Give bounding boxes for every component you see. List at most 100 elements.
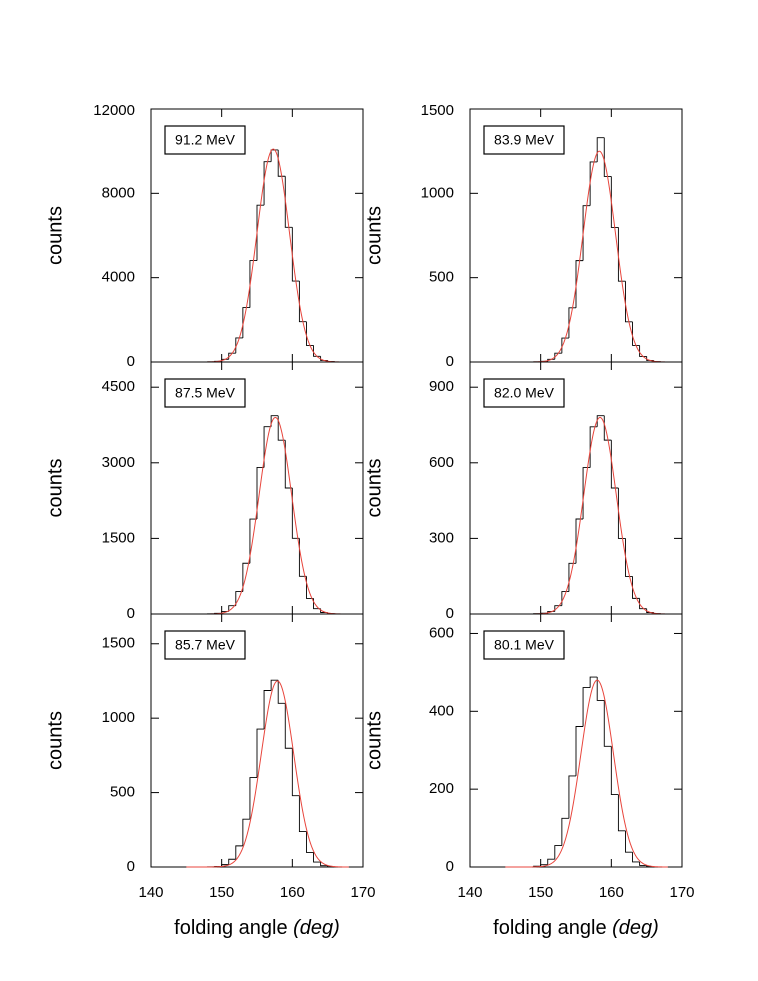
histogram-bin [603, 137, 612, 177]
y-tick-label: 4000 [102, 269, 135, 286]
histogram-bin [263, 161, 272, 206]
histogram-bin [632, 852, 640, 863]
y-tick-label: 200 [429, 780, 454, 797]
histogram-bin [242, 307, 250, 338]
histogram-bin [639, 861, 647, 866]
fit-curve [505, 150, 668, 363]
histogram-bin [298, 281, 307, 323]
histogram-bin [235, 845, 243, 860]
histogram-bin [547, 858, 555, 865]
annotation-box [164, 630, 246, 660]
histogram-bin [256, 467, 265, 520]
x-tick-label: 140 [457, 884, 482, 901]
annotation-box [483, 630, 565, 660]
fit-curve [505, 679, 668, 868]
histogram-bin [596, 677, 605, 701]
y-tick-label: 600 [429, 624, 454, 641]
x-axis-label-unit: (deg) [293, 917, 340, 939]
histogram-bin [617, 794, 626, 832]
histogram-bin [291, 227, 300, 282]
histogram-bin [242, 562, 250, 592]
x-axis-label-text: folding angle [174, 917, 287, 939]
y-tick-label: 8000 [102, 184, 135, 201]
histogram-bin [625, 281, 633, 323]
histogram-bin [625, 538, 633, 577]
histogram-bin [306, 831, 314, 853]
annotation: 87.5 MeV [175, 385, 236, 401]
histogram-bin [235, 591, 243, 606]
histogram-bin [256, 728, 265, 778]
histogram-bin [617, 227, 626, 282]
x-tick-label: 170 [350, 884, 375, 901]
y-tick-label: 300 [429, 529, 454, 546]
histogram-bin [568, 775, 576, 819]
y-axis-label: counts [44, 206, 66, 265]
histogram-bin [284, 440, 293, 489]
histogram-bin [313, 345, 321, 357]
y-axis-label: counts [363, 711, 385, 770]
plot-frame [469, 613, 683, 868]
y-tick-label: 900 [429, 378, 454, 395]
histogram-bin [291, 488, 300, 539]
histogram-bin [242, 818, 250, 846]
panel: 0 300 600 900 82.0 MeV counts [363, 361, 683, 622]
histogram-bin [575, 260, 584, 308]
y-tick-label: 0 [446, 605, 454, 622]
y-tick-label: 1500 [102, 635, 135, 652]
fit-curve [186, 416, 349, 615]
histogram-bin [639, 345, 647, 357]
x-tick-label: 170 [669, 884, 694, 901]
y-tick-label: 600 [429, 454, 454, 471]
histogram-bin [298, 538, 307, 577]
annotation: 85.7 MeV [175, 637, 236, 653]
annotation: 83.9 MeV [494, 132, 555, 148]
histogram-bin [582, 687, 591, 727]
histogram-bin [561, 817, 569, 846]
panel: 140 150 160 170 0 500 1000 1500 85.7 MeV counts fo… [44, 613, 376, 939]
histogram-bin [610, 440, 619, 489]
fit-curve [186, 680, 349, 868]
histogram-bin [625, 830, 633, 853]
x-tick-label: 150 [528, 884, 553, 901]
histogram-bin [589, 161, 598, 206]
y-tick-label: 0 [127, 353, 135, 370]
y-tick-label: 3000 [102, 454, 135, 471]
fit-curve [505, 416, 668, 615]
plot-frame [150, 613, 364, 868]
y-tick-label: 1000 [421, 184, 454, 201]
y-tick-label: 500 [110, 784, 135, 801]
histogram-bin [221, 864, 229, 867]
annotation: 82.0 MeV [494, 385, 555, 401]
histogram-bin [582, 205, 591, 261]
histogram-bin [617, 488, 626, 539]
annotation: 80.1 MeV [494, 637, 555, 653]
x-axis-label: folding angle (deg) [493, 917, 659, 939]
histogram-bin [228, 858, 236, 865]
fit-curve [186, 148, 349, 363]
y-tick-label: 1500 [421, 102, 454, 119]
panel: 0 1500 3000 4500 87.5 MeV counts [44, 361, 364, 622]
histogram-bin [249, 777, 257, 820]
x-axis-label-text: folding angle [493, 917, 606, 939]
y-axis-label: counts [363, 459, 385, 518]
histogram-bin [639, 598, 647, 610]
histogram-bin [277, 415, 286, 441]
y-axis-label: counts [363, 206, 385, 265]
x-tick-label: 140 [138, 884, 163, 901]
histogram-bin [263, 690, 272, 730]
histogram-bin [540, 864, 548, 867]
annotation-box [164, 378, 246, 408]
histogram-bin [291, 748, 300, 797]
histogram-bin [610, 746, 619, 796]
histogram-bin [603, 700, 612, 747]
histogram-bin [270, 149, 279, 162]
histogram-bin [277, 680, 286, 704]
histogram-bin [270, 679, 279, 691]
histogram-bin [589, 676, 598, 688]
histogram-bin [320, 862, 328, 867]
y-tick-label: 4500 [102, 378, 135, 395]
histogram-bin [249, 260, 257, 308]
y-tick-label: 0 [446, 353, 454, 370]
y-tick-label: 0 [127, 605, 135, 622]
